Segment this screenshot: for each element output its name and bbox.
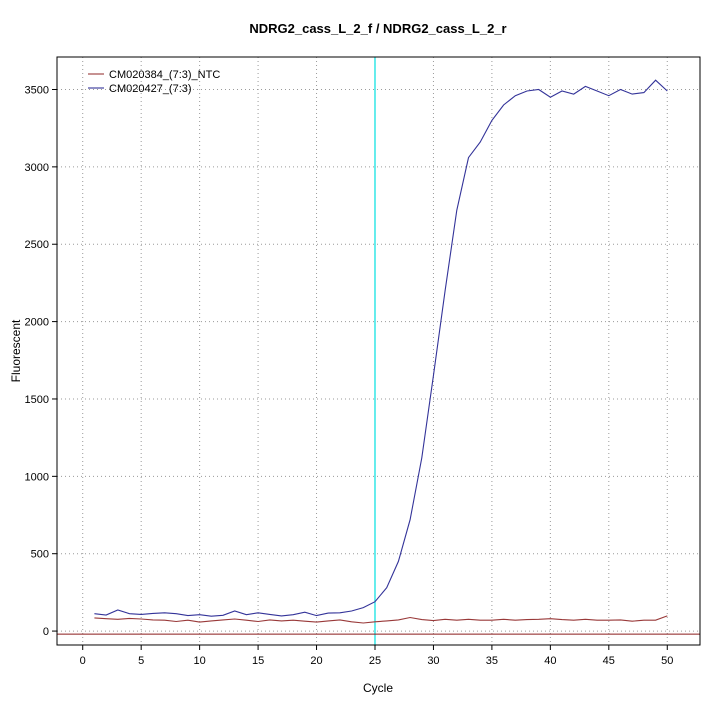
- x-tick-label: 50: [661, 655, 673, 667]
- grid-lines: [57, 57, 700, 645]
- x-tick-label: 20: [310, 655, 322, 667]
- x-axis-ticks: 0 5 10 15 20 25 30 35 40 45 50: [80, 645, 673, 667]
- series-line-1: [94, 79, 668, 617]
- legend-label: CM020384_(7:3)_NTC: [109, 69, 220, 81]
- y-tick-label: 3000: [25, 162, 49, 174]
- chart-title: NDRG2_cass_L_2_f / NDRG2_cass_L_2_r: [249, 21, 506, 36]
- x-tick-label: 15: [252, 655, 264, 667]
- y-tick-label: 0: [43, 626, 49, 638]
- y-axis-ticks: 0 500 1000 1500 2000 2500 3000 3500: [25, 84, 57, 638]
- x-tick-label: 35: [486, 655, 498, 667]
- series-line-0: [94, 615, 668, 624]
- x-tick-label: 30: [427, 655, 439, 667]
- y-tick-label: 500: [31, 549, 49, 561]
- legend: CM020384_(7:3)_NTC CM020427_(7:3): [88, 69, 220, 95]
- x-tick-label: 10: [194, 655, 206, 667]
- y-tick-label: 2000: [25, 317, 49, 329]
- y-tick-label: 1500: [25, 394, 49, 406]
- plot-box: [56, 56, 701, 646]
- x-tick-label: 0: [80, 655, 86, 667]
- x-axis-label: Cycle: [363, 681, 393, 695]
- x-tick-label: 25: [369, 655, 381, 667]
- x-tick-label: 40: [544, 655, 556, 667]
- legend-label: CM020427_(7:3): [109, 83, 192, 95]
- x-tick-label: 5: [138, 655, 144, 667]
- y-tick-label: 1000: [25, 471, 49, 483]
- x-tick-label: 45: [603, 655, 615, 667]
- plot-area: 0 5 10 15 20 25 30 35 40 45 5005001000150020002500…: [25, 56, 701, 667]
- y-tick-label: 3500: [25, 84, 49, 96]
- y-tick-label: 2500: [25, 239, 49, 251]
- y-axis-label: Fluorescent: [9, 319, 23, 382]
